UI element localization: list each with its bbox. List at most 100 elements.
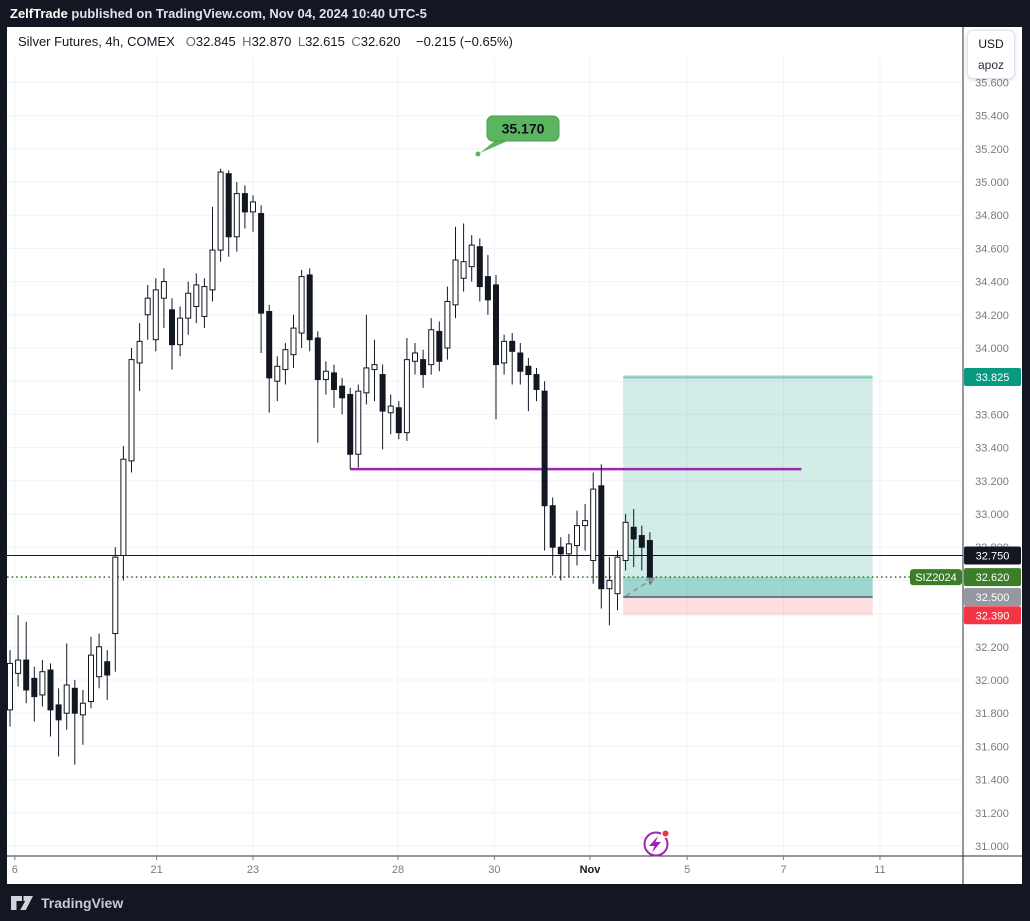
candle-body <box>201 286 208 317</box>
candle-body <box>355 390 362 455</box>
candle-body <box>598 485 605 590</box>
candle-body <box>412 352 418 362</box>
candle-body <box>274 365 281 382</box>
last-price-badge <box>964 568 1021 587</box>
price-tick-label: 34.000 <box>975 343 1009 355</box>
candle-body <box>39 671 46 696</box>
stop-price-badge-text: 32.390 <box>976 610 1010 622</box>
event-icon-part[interactable] <box>649 836 661 853</box>
candle-body <box>565 543 572 555</box>
candle-body <box>582 520 589 527</box>
tradingview-footer: TradingView <box>0 885 1030 921</box>
candle-body <box>177 317 184 346</box>
candle-body <box>241 193 248 213</box>
candle-body <box>557 546 564 555</box>
stop-price-badge <box>964 606 1021 625</box>
event-lightning-icon[interactable] <box>643 828 671 857</box>
unit-label[interactable]: apoz <box>977 57 1005 72</box>
callout-text: 35.170 <box>502 121 545 137</box>
price-tick-label: 33.200 <box>975 476 1009 488</box>
price-tick-label: 34.800 <box>975 210 1009 222</box>
candle-body <box>444 301 451 349</box>
candle-body <box>71 687 78 714</box>
event-icon-part[interactable] <box>660 828 671 839</box>
contract-label-box <box>910 569 962 586</box>
candle-body <box>638 535 645 548</box>
candle-body <box>403 359 410 434</box>
candle-body <box>347 393 354 455</box>
callout-anchor-dot <box>475 151 481 157</box>
candle-body <box>468 244 475 268</box>
candle-body <box>371 364 378 371</box>
candle-body <box>144 297 151 316</box>
price-tick-label: 35.400 <box>975 111 1009 123</box>
candle-body <box>96 646 103 678</box>
candle-body <box>258 213 265 314</box>
price-change: −0.215 (−0.65%) <box>415 34 513 49</box>
candle-body <box>436 330 443 362</box>
publish-info-text: published on TradingView.com, Nov 04, 20… <box>67 6 427 21</box>
candle-body <box>169 309 175 346</box>
price-tick-label: 32.200 <box>975 642 1009 654</box>
tradingview-logo-icon[interactable] <box>10 893 34 913</box>
symbol-title: Silver Futures, 4h, COMEX <box>18 34 175 49</box>
price-line-badge <box>964 546 1021 565</box>
candle-body <box>136 340 143 364</box>
candle-body <box>541 390 548 507</box>
currency-unit-selector[interactable]: USD apoz <box>967 30 1015 79</box>
long-position-profit-zone <box>623 377 873 597</box>
candle-body <box>646 540 653 578</box>
candle-body <box>314 337 321 381</box>
ohlc-value: 32.870 <box>251 34 298 49</box>
time-tick-label: 21 <box>150 864 162 876</box>
ohlc-key: H <box>242 34 252 49</box>
candle-body <box>533 374 540 390</box>
candle-body <box>476 246 483 288</box>
candle-body <box>509 340 516 352</box>
target-price-badge-text: 33.825 <box>976 372 1010 384</box>
price-tick-label: 31.400 <box>975 775 1009 787</box>
candle-body <box>574 525 580 547</box>
time-tick-label: 30 <box>488 864 500 876</box>
tradingview-logo-text[interactable]: TradingView <box>41 895 124 911</box>
ohlc-key: C <box>351 34 361 49</box>
candle-body <box>630 526 637 540</box>
candle-body <box>331 372 337 390</box>
price-tick-label: 34.200 <box>975 310 1009 322</box>
candle-body <box>549 505 556 548</box>
candle-body <box>112 556 119 635</box>
candle-body <box>606 579 613 590</box>
candle-body <box>395 407 402 434</box>
time-tick-label: 11 <box>874 864 885 876</box>
candle-body <box>128 359 135 462</box>
entry-price-badge-text: 32.500 <box>976 592 1010 604</box>
price-tick-label: 33.600 <box>975 409 1009 421</box>
time-tick-label: Nov <box>580 864 602 876</box>
price-line-badge-text: 32.750 <box>976 551 1010 563</box>
candle-body <box>452 259 459 306</box>
dashed-arrow-line <box>625 577 655 597</box>
candle-body <box>282 349 289 371</box>
candle-body <box>460 261 467 279</box>
candle-body <box>614 556 621 595</box>
candle-body <box>428 329 435 366</box>
symbol-legend: Silver Futures, 4h, COMEX O32.845 H32.87… <box>18 34 513 49</box>
long-position-progress-zone <box>623 577 873 597</box>
candle-body <box>209 249 216 291</box>
candle-body <box>47 669 54 711</box>
ohlc-value: 32.615 <box>305 34 352 49</box>
long-position-loss-zone <box>623 597 873 616</box>
candle-body <box>55 704 62 721</box>
candle-body <box>233 193 240 238</box>
candle-body <box>387 405 394 414</box>
target-price-badge <box>964 368 1021 387</box>
chart-panel <box>7 27 1022 884</box>
ohlc-value: 32.845 <box>195 34 243 49</box>
price-tick-label: 35.000 <box>975 177 1009 189</box>
time-tick-label: 6 <box>12 864 18 876</box>
contract-label-text: SIZ2024 <box>915 572 957 584</box>
currency-label[interactable]: USD <box>978 37 1004 52</box>
ohlc-key: O <box>185 34 196 49</box>
entry-price-badge <box>964 588 1021 606</box>
